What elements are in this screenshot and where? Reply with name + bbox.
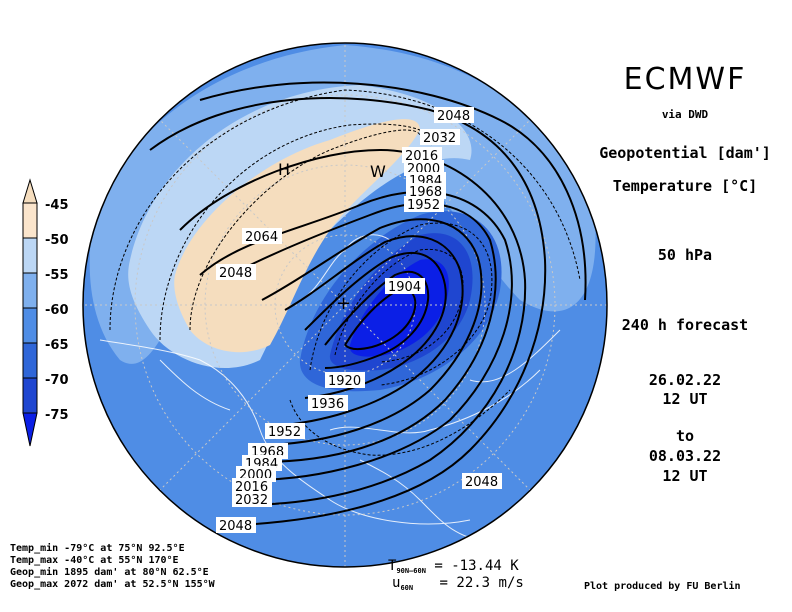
contour-label-box xyxy=(232,491,272,507)
init-time: 12 UT xyxy=(662,390,708,408)
contour-label: 1904 xyxy=(388,280,421,295)
colorbar-tick-label: -50 xyxy=(45,233,69,248)
mean-temperature-stat: T90N–60N = -13.44 K xyxy=(388,558,519,575)
t-value: = -13.44 K xyxy=(434,558,519,574)
contour-label: 2032 xyxy=(235,493,268,508)
colorbar-bottom-arrow xyxy=(22,412,38,447)
contour-label: 1952 xyxy=(268,425,301,440)
contour-label-box xyxy=(265,423,305,439)
contour-label-box xyxy=(404,196,444,212)
contour-label: 2032 xyxy=(423,131,456,146)
high-pressure-marker: H xyxy=(278,160,290,179)
contour-label: 1920 xyxy=(328,374,361,389)
colorbar-band xyxy=(22,202,38,239)
valid-date: 08.03.22 xyxy=(648,447,722,465)
contour-label-box xyxy=(325,372,365,388)
t-subscript: 90N–60N xyxy=(396,567,426,575)
contour-label: 2048 xyxy=(219,266,252,281)
contour-label: 2048 xyxy=(465,475,498,490)
colorbar: -45 -50 -55 -60 -65 -70 -75 xyxy=(22,178,69,447)
colorbar-tick-label: -75 xyxy=(45,408,69,423)
contour-label: 1936 xyxy=(311,397,344,412)
contour-label-box xyxy=(308,395,348,411)
stats-block: Temp_min -79°C at 75°N 92.5°E Temp_max -… xyxy=(10,543,215,591)
colorbar-band xyxy=(22,237,38,274)
variable-temperature: Temperature [°C] xyxy=(612,177,758,195)
contour-label-box xyxy=(462,473,502,489)
contour-label-box xyxy=(406,183,446,199)
contour-label-box xyxy=(420,129,460,145)
colorbar-band xyxy=(22,272,38,309)
colorbar-band xyxy=(22,307,38,344)
temp-min: Temp_min -79°C at 75°N 92.5°E xyxy=(10,543,185,554)
contour-label: 1952 xyxy=(407,198,440,213)
colorbar-tick-label: -70 xyxy=(45,373,69,388)
geop-min: Geop_min 1895 dam' at 80°N 62.5°E xyxy=(10,567,209,578)
mean-wind-stat: u60N = 22.3 m/s xyxy=(392,575,524,592)
init-date: 26.02.22 xyxy=(648,371,722,389)
contour-label: 2048 xyxy=(437,109,470,124)
colorbar-tick-label: -45 xyxy=(45,198,69,213)
u-symbol: u xyxy=(392,575,401,591)
contour-label: 2064 xyxy=(245,230,278,245)
brand-title: ECMWF xyxy=(623,62,747,97)
variable-geopotential: Geopotential [dam'] xyxy=(599,144,771,162)
to-label: to xyxy=(675,427,695,445)
temperature-band xyxy=(89,45,596,364)
forecast-range: 240 h forecast xyxy=(621,316,749,334)
t-symbol: T xyxy=(388,558,397,574)
pressure-level: 50 hPa xyxy=(657,246,713,264)
u-value: = 22.3 m/s xyxy=(439,575,524,591)
geop-max: Geop_max 2072 dam' at 52.5°N 155°W xyxy=(10,579,215,590)
colorbar-tick-label: -55 xyxy=(45,268,69,283)
contour-label-box xyxy=(242,228,282,244)
pole-marker: + xyxy=(336,293,351,314)
colorbar-tick-label: -65 xyxy=(45,338,69,353)
globe xyxy=(83,43,607,567)
contour-label-box xyxy=(216,264,256,280)
contour-label-box xyxy=(232,478,272,494)
contour-labels: 2048 2032 2016 2000 1984 1968 1952 2064 … xyxy=(216,107,502,534)
credit-text: Plot produced by FU Berlin xyxy=(584,581,741,592)
colorbar-band xyxy=(22,377,38,414)
valid-time: 12 UT xyxy=(662,467,708,485)
contour-label-box xyxy=(434,107,474,123)
source-subtitle: via DWD xyxy=(661,108,709,121)
contour-label-box xyxy=(385,278,425,294)
temp-max: Temp_max -40°C at 55°N 170°E xyxy=(10,555,179,566)
colorbar-band xyxy=(22,342,38,379)
u-subscript: 60N xyxy=(400,584,414,592)
warm-marker: W xyxy=(370,162,386,181)
contour-label-box xyxy=(216,517,256,533)
colorbar-tick-label: -60 xyxy=(45,303,69,318)
contour-label: 2048 xyxy=(219,519,252,534)
globe-outline xyxy=(82,42,608,568)
temperature-band xyxy=(174,119,420,353)
contour-label-box xyxy=(402,147,442,163)
colorbar-top-arrow xyxy=(22,178,38,204)
geopotential-contours xyxy=(149,81,587,526)
